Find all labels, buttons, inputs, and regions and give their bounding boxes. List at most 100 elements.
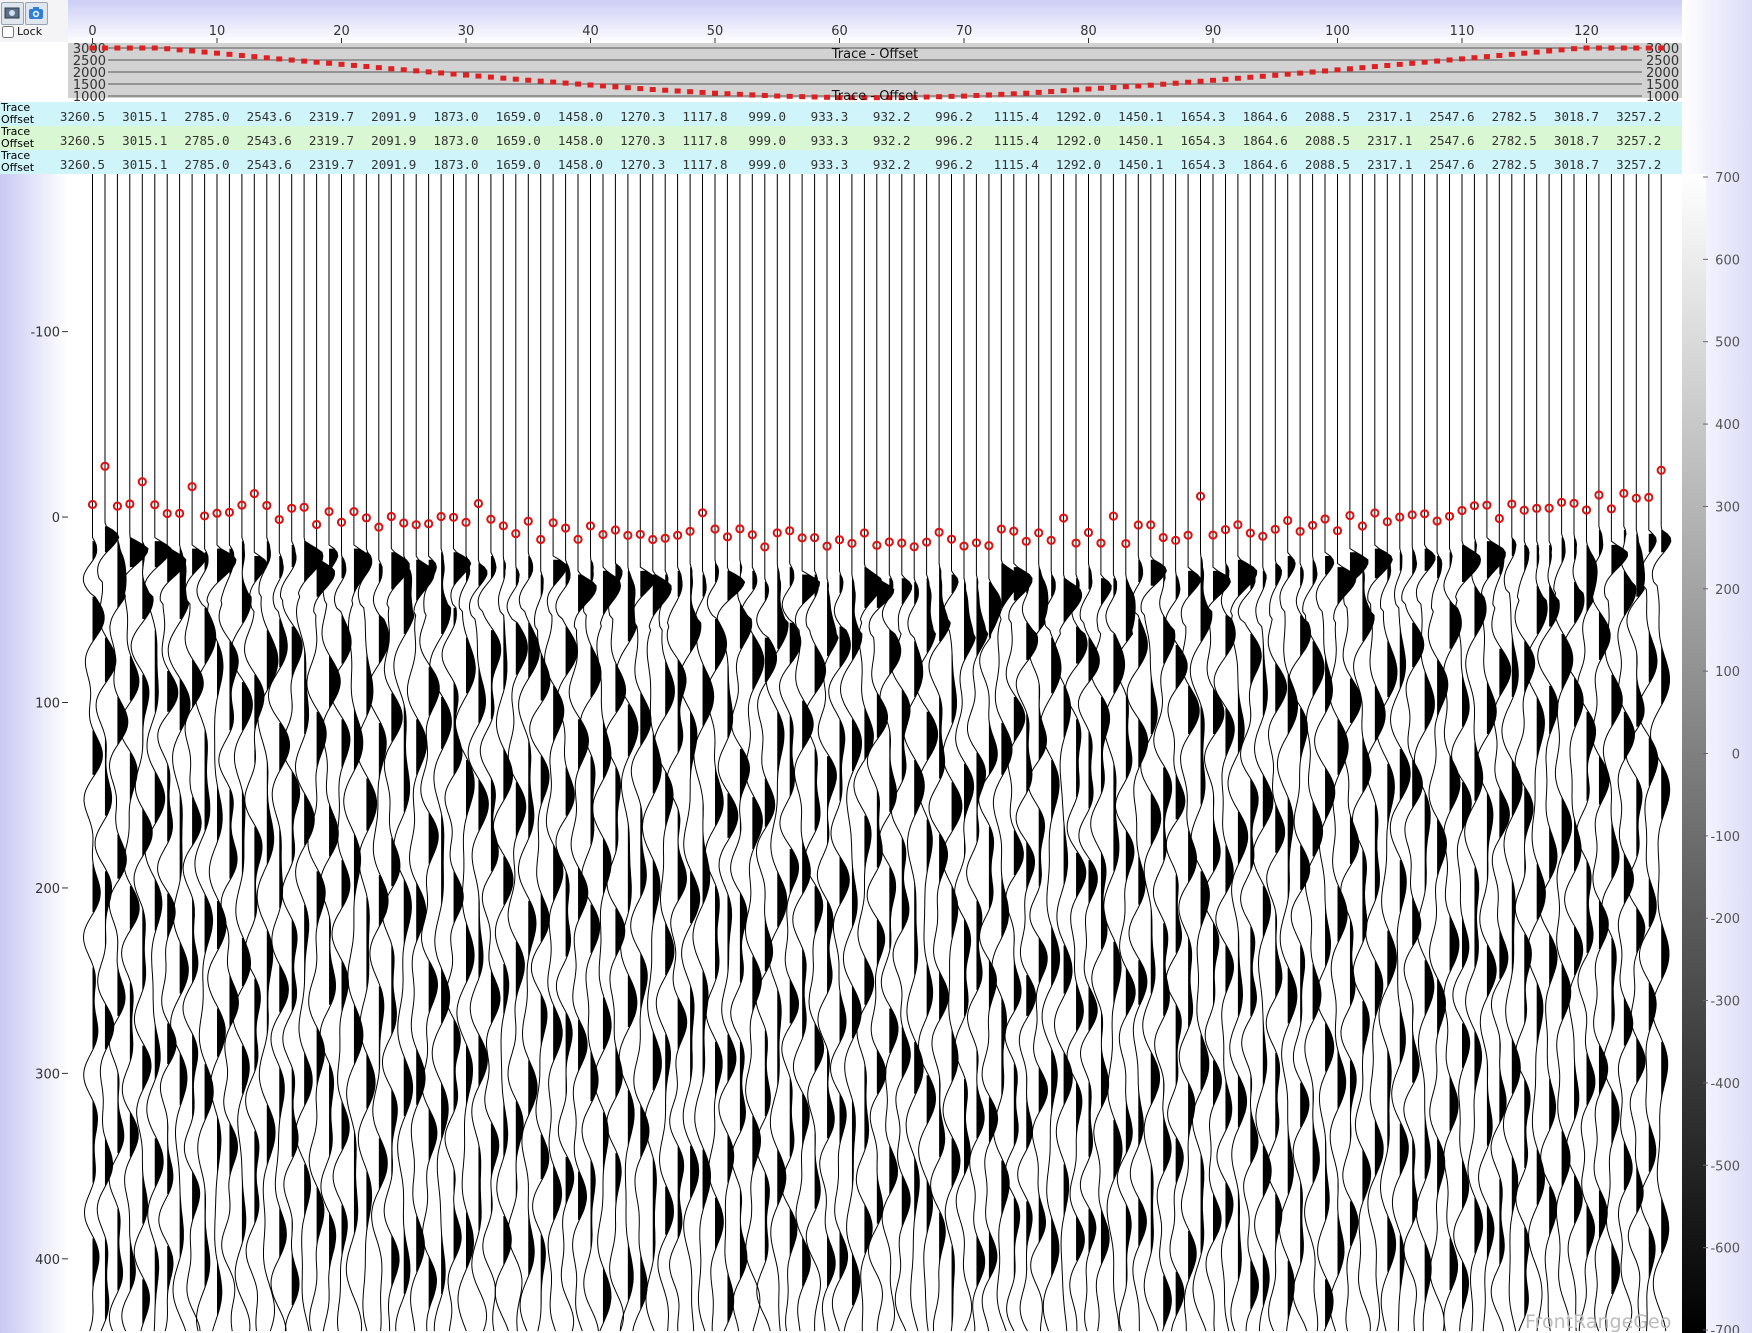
lock-toggle[interactable]: Lock bbox=[0, 25, 42, 38]
offset-marker bbox=[1346, 66, 1353, 72]
trace-fill bbox=[1150, 1052, 1160, 1105]
trace-fill bbox=[540, 1234, 546, 1313]
header-offset-value: 2543.6 bbox=[247, 157, 292, 172]
offset-marker bbox=[214, 50, 220, 56]
pick-marker bbox=[1208, 530, 1218, 540]
trace-fill bbox=[1013, 830, 1024, 875]
header-offset-value: 2547.6 bbox=[1429, 109, 1474, 124]
trace-fill bbox=[1200, 871, 1210, 927]
trace-fill bbox=[503, 615, 507, 690]
trace-fill bbox=[1163, 615, 1175, 664]
trace-fill bbox=[192, 548, 207, 575]
image-export-button[interactable] bbox=[1, 2, 24, 25]
trace-fill bbox=[1536, 696, 1545, 760]
colorbar-tick-label: 200 bbox=[1715, 583, 1740, 598]
trace-fill bbox=[1474, 1030, 1482, 1094]
trace-fill bbox=[1150, 1164, 1154, 1254]
trace-wiggle bbox=[1276, 174, 1298, 1332]
trace-fill bbox=[1013, 1197, 1020, 1280]
offset-marker bbox=[114, 45, 121, 51]
pick-marker bbox=[697, 508, 708, 518]
trace-fill bbox=[1325, 1279, 1334, 1328]
trace-fill bbox=[1026, 578, 1030, 594]
offset-marker bbox=[1247, 74, 1254, 80]
trace-fill bbox=[1598, 611, 1611, 660]
trace-fill bbox=[1287, 556, 1296, 579]
trace-fill bbox=[366, 778, 377, 831]
pick-marker bbox=[760, 542, 770, 552]
trace-fill bbox=[851, 719, 862, 772]
trace-fill bbox=[192, 897, 198, 983]
pick-marker bbox=[1569, 498, 1579, 508]
pick-marker bbox=[1656, 465, 1666, 475]
trace-fill bbox=[353, 1130, 358, 1235]
trace-fill bbox=[1424, 1242, 1432, 1302]
trace-fill bbox=[1213, 923, 1219, 1005]
trace-fill bbox=[329, 915, 336, 1005]
trace-fill bbox=[1175, 1138, 1184, 1183]
trace-fill bbox=[1349, 815, 1359, 864]
colorbar-tick-label: -600 bbox=[1710, 1242, 1740, 1257]
top-axis-tick-label: 0 bbox=[88, 24, 96, 39]
trace-fill bbox=[466, 923, 475, 983]
trace-wiggle bbox=[1252, 174, 1274, 1332]
colorbar-tick-label: 300 bbox=[1715, 500, 1740, 515]
pick-marker bbox=[834, 535, 845, 545]
trace-fill bbox=[1561, 963, 1571, 1020]
header-offset-value: 2088.5 bbox=[1305, 109, 1350, 124]
offset-marker bbox=[786, 93, 793, 99]
trace-fill bbox=[1100, 852, 1107, 950]
header-offset-value: 2088.5 bbox=[1305, 157, 1350, 172]
pick-marker bbox=[424, 519, 434, 529]
trace-fill bbox=[104, 1138, 113, 1187]
header-offset-value: 999.0 bbox=[748, 133, 786, 148]
time-axis-tick-label: 0 bbox=[52, 511, 60, 526]
trace-fill bbox=[229, 1123, 238, 1176]
header-row-label-3: Trace Offset bbox=[0, 150, 68, 174]
snapshot-button[interactable] bbox=[25, 2, 48, 25]
offset-marker bbox=[724, 91, 731, 97]
lock-checkbox[interactable] bbox=[2, 25, 14, 38]
trace-wiggle bbox=[704, 174, 728, 1332]
header-offset-value: 1270.3 bbox=[620, 109, 665, 124]
offset-marker bbox=[848, 95, 855, 101]
pick-marker bbox=[511, 529, 521, 539]
trace-wiggle bbox=[692, 174, 715, 1332]
trace-fill bbox=[353, 1004, 363, 1065]
trace-fill bbox=[1648, 1227, 1656, 1280]
offset-marker bbox=[1309, 69, 1316, 75]
trace-fill bbox=[1524, 544, 1529, 571]
offset-marker bbox=[525, 77, 532, 83]
trace-wiggle bbox=[1476, 174, 1506, 1332]
colorbar: 700 600 500 400 300 200 100 0 -100 -200 -300 -400 -5… bbox=[1682, 171, 1740, 1333]
pick-marker bbox=[585, 521, 596, 531]
pick-marker bbox=[660, 533, 670, 543]
camera-icon bbox=[29, 7, 43, 19]
trace-fill bbox=[976, 752, 986, 842]
trace-fill bbox=[104, 637, 116, 683]
trace-fill bbox=[1374, 960, 1383, 1016]
trace-fill bbox=[540, 1134, 549, 1180]
toolbar: Lock bbox=[0, 0, 68, 42]
trace-fill bbox=[964, 834, 966, 857]
trace-fill bbox=[403, 878, 412, 946]
header-offset-value: 1450.1 bbox=[1118, 133, 1163, 148]
offset-marker bbox=[1571, 46, 1578, 52]
trace-fill bbox=[1399, 1123, 1409, 1176]
trace-wiggle bbox=[319, 174, 341, 1332]
trace-fill bbox=[179, 678, 190, 731]
trace-fill bbox=[1661, 763, 1670, 820]
header-offset-value: 3015.1 bbox=[122, 157, 167, 172]
trace-fill bbox=[92, 730, 103, 775]
pick-marker bbox=[1606, 504, 1617, 514]
trace-fill bbox=[602, 837, 612, 894]
offset-marker bbox=[1595, 45, 1602, 51]
trace-fill bbox=[1225, 1182, 1233, 1232]
offset-marker bbox=[313, 59, 320, 65]
trace-fill bbox=[926, 963, 933, 1016]
header-offset-value: 1292.0 bbox=[1056, 109, 1101, 124]
trace-fill bbox=[241, 682, 253, 731]
trace-fill bbox=[1611, 938, 1617, 1031]
offset-marker bbox=[1060, 88, 1067, 94]
